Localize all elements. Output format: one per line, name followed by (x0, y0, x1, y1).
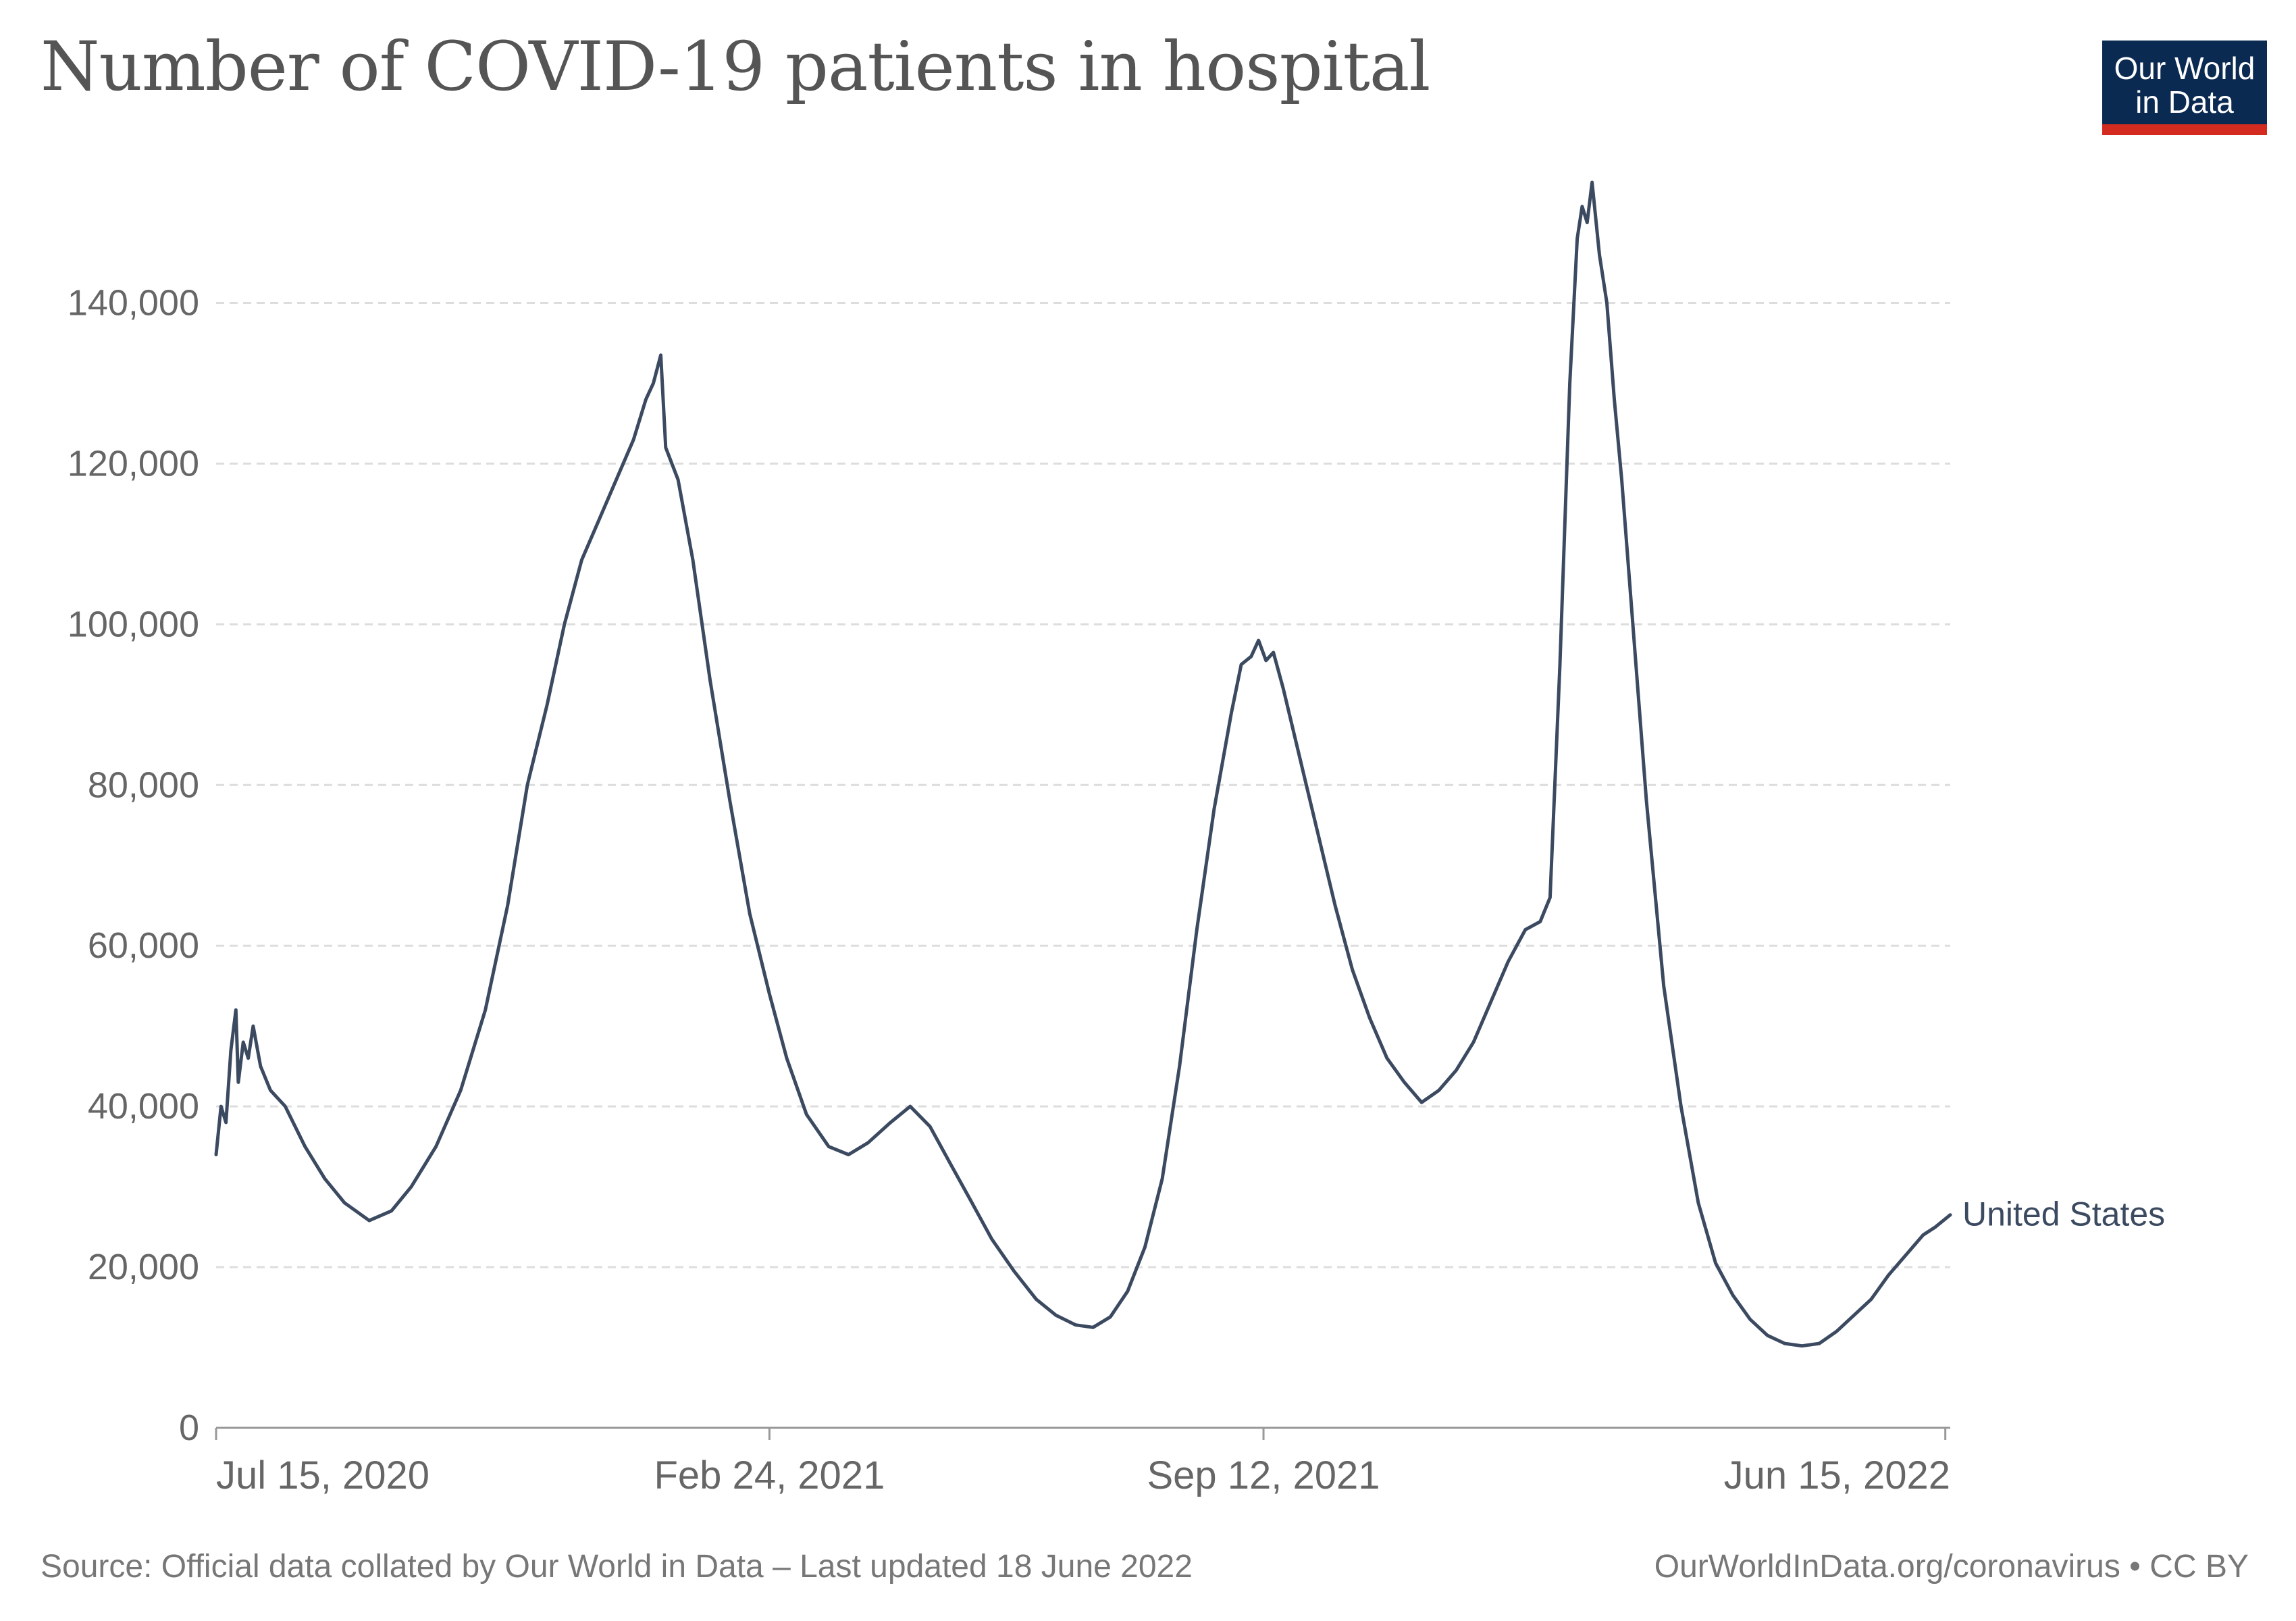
gridlines (216, 301, 1950, 1268)
chart-title: Number of COVID-19 patients in hospital (41, 27, 1430, 106)
y-tick-label: 60,000 (88, 925, 199, 966)
source-note: Source: Official data collated by Our Wo… (41, 1549, 1193, 1585)
x-tick-label: Sep 12, 2021 (1147, 1453, 1380, 1497)
y-axis-ticks: 0 20,000 40,000 60,000 80,000 100,000 120,000 1… (68, 282, 199, 1448)
y-tick-label: 80,000 (88, 765, 199, 805)
logo-line-2: in Data (2135, 84, 2234, 120)
y-tick-label: 20,000 (88, 1247, 199, 1287)
owid-logo[interactable]: Our World in Data (2102, 41, 2267, 135)
x-tick-label: Jul 15, 2020 (216, 1453, 429, 1497)
logo-text: Our World in Data (2102, 41, 2267, 119)
x-tick-label: Jun 15, 2022 (1724, 1453, 1950, 1497)
logo-accent-bar (2102, 124, 2267, 135)
y-tick-label: 120,000 (68, 443, 199, 484)
y-tick-label: 140,000 (68, 282, 199, 323)
y-tick-label: 40,000 (88, 1086, 199, 1127)
series-label-united-states: United States (1962, 1195, 2165, 1233)
series-layer: United States (214, 180, 2165, 1348)
logo-line-1: Our World (2114, 51, 2255, 86)
y-tick-label: 0 (179, 1408, 199, 1448)
y-tick-label: 100,000 (68, 604, 199, 644)
x-axis: Jul 15, 2020 Feb 24, 2021 Sep 12, 2021 Jun … (215, 1426, 1950, 1497)
license-link[interactable]: OurWorldInData.org/coronavirus • CC BY (1654, 1549, 2249, 1585)
x-tick-label: Feb 24, 2021 (654, 1453, 885, 1497)
series-line-united-states[interactable] (214, 180, 1952, 1348)
